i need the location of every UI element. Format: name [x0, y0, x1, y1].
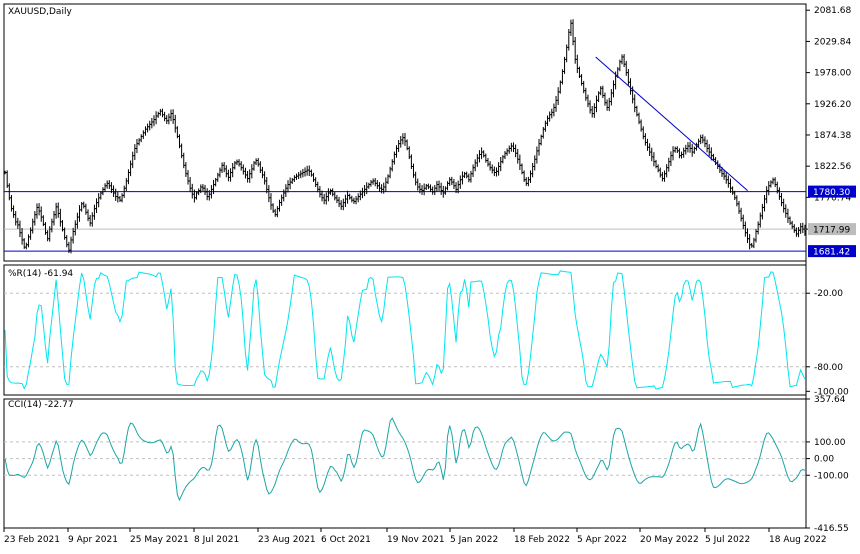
date-tick-label: 18 Aug 2022 — [769, 535, 827, 545]
cci-line — [4, 417, 806, 502]
williams-r-title: %R(14) -61.94 — [8, 269, 73, 279]
trendline — [595, 56, 748, 191]
price-tick-label: 2081.68 — [814, 6, 851, 16]
price-pane-frame — [3, 3, 807, 262]
williams-r-tick-label: -100.00 — [814, 387, 849, 397]
price-tick-label: 1770.74 — [814, 193, 851, 203]
price-level-label: 1717.99 — [813, 226, 850, 236]
date-tick-label: 5 Jul 2022 — [705, 535, 750, 545]
cci-tick-label: 0.00 — [814, 455, 834, 465]
price-level-box — [808, 245, 856, 258]
price-level-box — [808, 223, 856, 236]
cci-pane-frame — [3, 398, 807, 529]
date-tick-label: 19 Nov 2021 — [387, 535, 445, 545]
price-level-label: 1681.42 — [813, 248, 850, 258]
price-level-box — [808, 185, 856, 198]
date-tick-label: 23 Aug 2021 — [258, 535, 316, 545]
price-level-label: 1780.30 — [813, 188, 850, 198]
price-tick-label: 1822.56 — [814, 162, 851, 172]
date-tick-label: 5 Apr 2022 — [577, 535, 627, 545]
price-tick-label: 1978.00 — [814, 69, 851, 79]
price-level-marker: 1780.30 — [808, 185, 856, 198]
date-tick-label: 20 May 2022 — [640, 535, 699, 545]
cci-tick-label: 100.00 — [814, 438, 846, 448]
date-tick-label: 25 May 2021 — [130, 535, 189, 545]
williams-r-tick-label: -80.00 — [814, 363, 843, 373]
williams-r-line — [4, 270, 806, 390]
date-tick-label: 18 Feb 2022 — [514, 535, 570, 545]
date-tick-label: 6 Oct 2021 — [321, 535, 371, 545]
price-tick-label: 2029.84 — [814, 37, 851, 47]
cci-tick-label: -100.00 — [814, 471, 849, 481]
cci-tick-label: 357.64 — [814, 395, 846, 405]
cci-tick-label: -416.55 — [814, 524, 849, 534]
price-tick-label: 1926.20 — [814, 100, 851, 110]
date-tick-label: 23 Feb 2021 — [4, 535, 60, 545]
date-tick-label: 5 Jan 2022 — [450, 535, 498, 545]
cci-title: CCI(14) -22.77 — [8, 400, 74, 410]
date-tick-label: 9 Apr 2021 — [68, 535, 118, 545]
price-tick-label: 1874.38 — [814, 131, 851, 141]
date-tick-label: 8 Jul 2021 — [194, 535, 239, 545]
price-level-marker: 1717.99 — [808, 223, 856, 236]
price-level-marker: 1681.42 — [808, 245, 856, 258]
williams-r-tick-label: -20.00 — [814, 289, 843, 299]
symbol-label: XAUUSD,Daily — [8, 7, 72, 17]
